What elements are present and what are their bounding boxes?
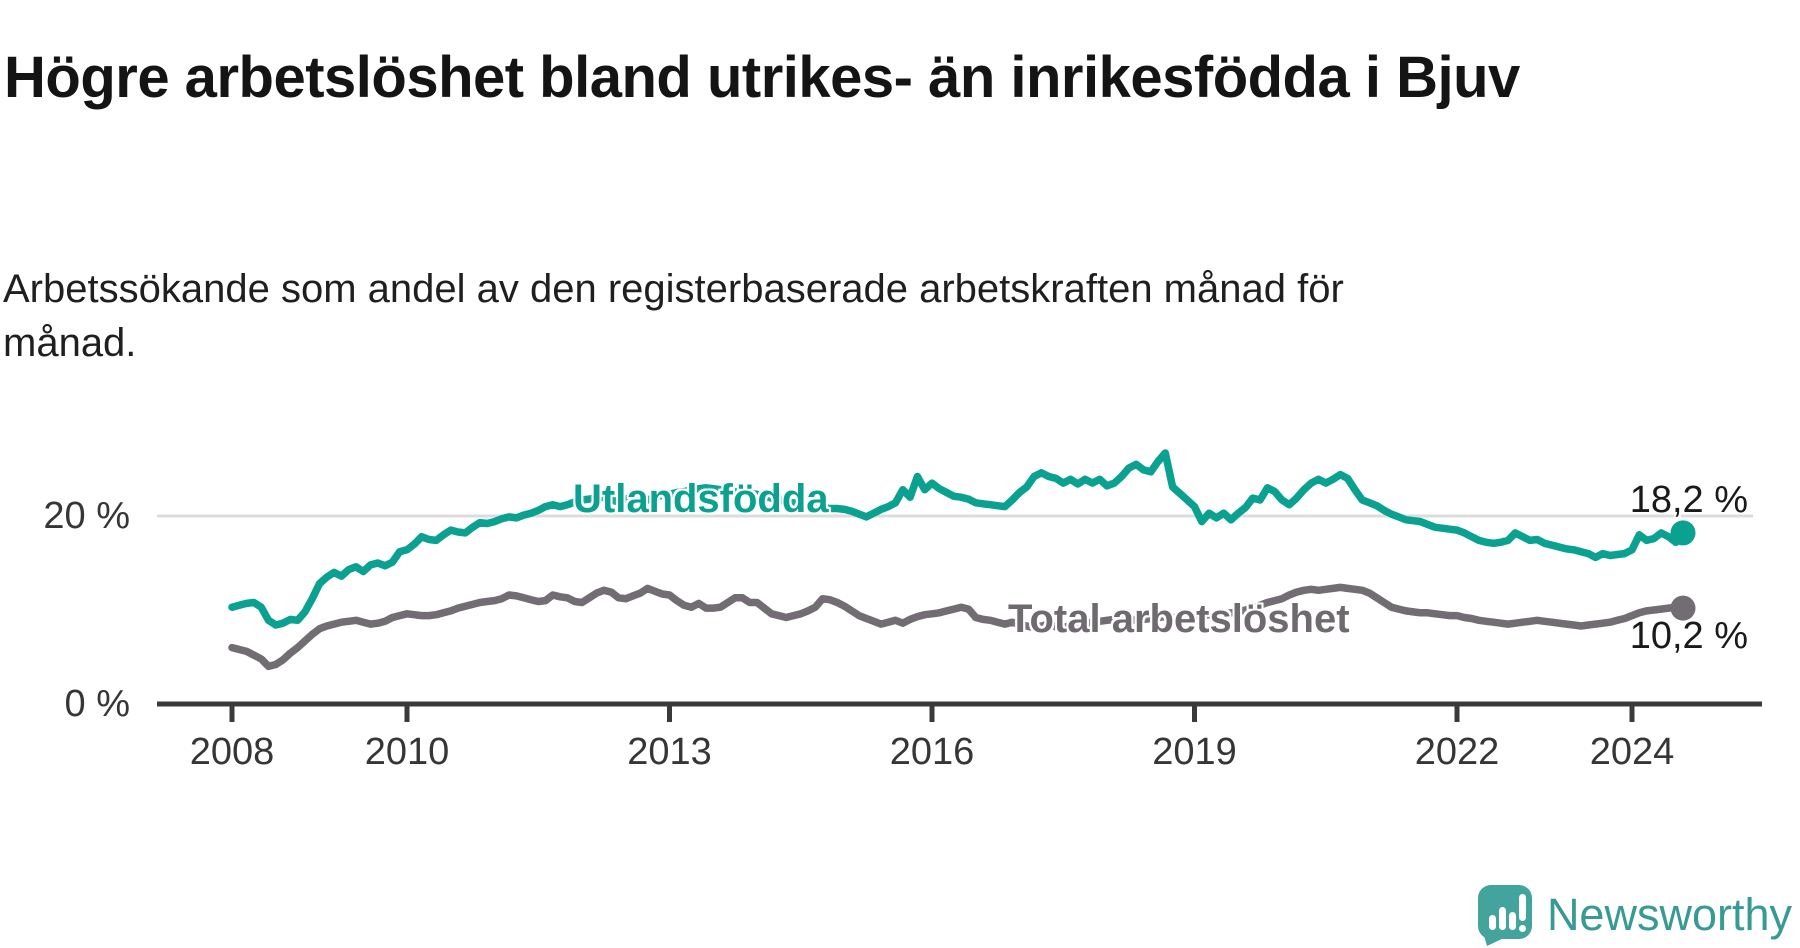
x-tick-label-2016: 2016: [889, 731, 975, 773]
series-end-dot-0: [1670, 520, 1696, 546]
x-tick-label-2024: 2024: [1589, 731, 1675, 773]
x-tick-label-2019: 2019: [1152, 731, 1237, 773]
newsworthy-logo: Newsworthy: [1476, 884, 1792, 946]
page-subtitle: Arbetssökande som andel av den registerb…: [3, 267, 1344, 365]
y-axis-label-0: 0 %: [64, 683, 130, 725]
series-label-total-arbetsloshet: Total arbetslöshet: [1008, 597, 1350, 641]
x-tick-label-2013: 2013: [627, 731, 712, 773]
x-tick-label-2022: 2022: [1414, 731, 1500, 773]
series-line-0: [228, 449, 1687, 629]
x-tick-label-2010: 2010: [364, 731, 450, 773]
series-line-1: [228, 583, 1687, 671]
y-axis-label-20: 20 %: [43, 495, 130, 537]
series-label-utlandsfodda: Utlandsfödda: [573, 477, 829, 521]
newsworthy-icon: [1477, 885, 1532, 946]
series-end-dot-1: [1670, 595, 1696, 621]
x-tick-label-2008: 2008: [189, 731, 275, 773]
end-value-total: 10,2 %: [1629, 615, 1748, 657]
newsworthy-logo-text: Newsworthy: [1546, 889, 1792, 940]
end-value-utlandsfodda: 18,2 %: [1629, 479, 1748, 521]
page-title: Högre arbetslöshet bland utrikes- än inr…: [4, 44, 1520, 110]
